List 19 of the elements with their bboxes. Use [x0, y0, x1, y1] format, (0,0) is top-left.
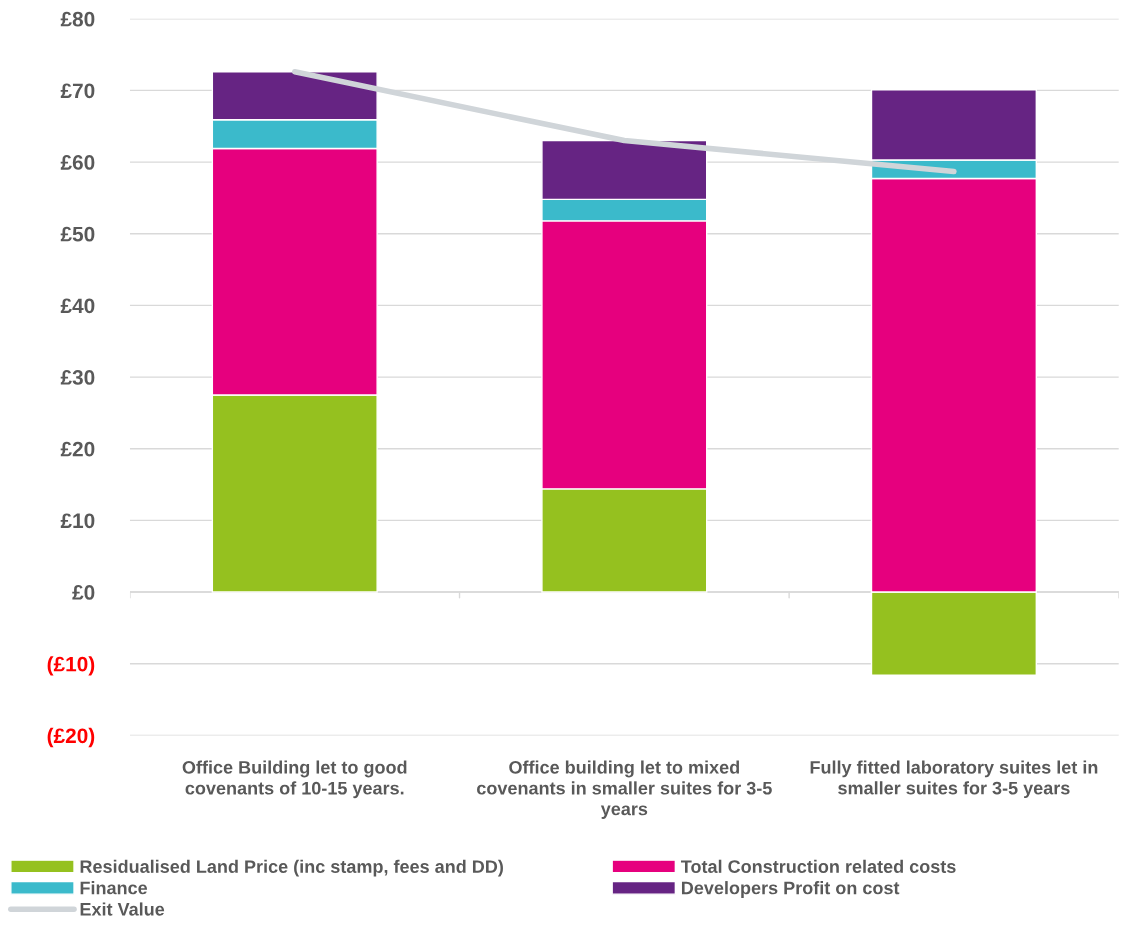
legend-label: Exit Value [80, 902, 165, 916]
x-tick-label: Office Building let to good covenants of 10-15 years. [182, 760, 407, 799]
legend-label: Finance [80, 881, 148, 895]
legend-label: Developers Profit on cost [681, 881, 900, 898]
y-tick-label: £50 [60, 226, 95, 242]
y-tick-label: £60 [60, 155, 95, 170]
x-tick-label: Fully fitted laboratory suites let in smaller suites for 3-5 years [810, 760, 1098, 799]
x-tick-label: Office building let to mixed covenants in smaller suites for 3-5 years [477, 760, 772, 819]
y-tick-label: £30 [60, 370, 95, 385]
y-tick-label: (£10) [47, 656, 95, 676]
y-tick-label: £10 [60, 513, 95, 529]
y-tick-label: £80 [60, 11, 95, 27]
y-tick-label: £0 [72, 585, 95, 600]
y-tick-label: £20 [60, 441, 95, 457]
y-tick-label: £70 [60, 83, 95, 99]
y-tick-label: (£20) [47, 727, 95, 748]
legend-label: Residualised Land Price (inc stamp, fees and DD) [80, 859, 503, 877]
legend-label: Total Construction related costs [680, 859, 956, 873]
y-tick-label: £40 [60, 298, 95, 314]
